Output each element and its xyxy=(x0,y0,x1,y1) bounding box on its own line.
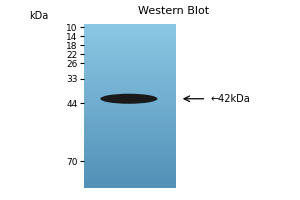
Ellipse shape xyxy=(100,94,158,104)
Text: kDa: kDa xyxy=(29,11,48,21)
Text: ←42kDa: ←42kDa xyxy=(211,94,250,104)
Text: Western Blot: Western Blot xyxy=(138,6,210,16)
